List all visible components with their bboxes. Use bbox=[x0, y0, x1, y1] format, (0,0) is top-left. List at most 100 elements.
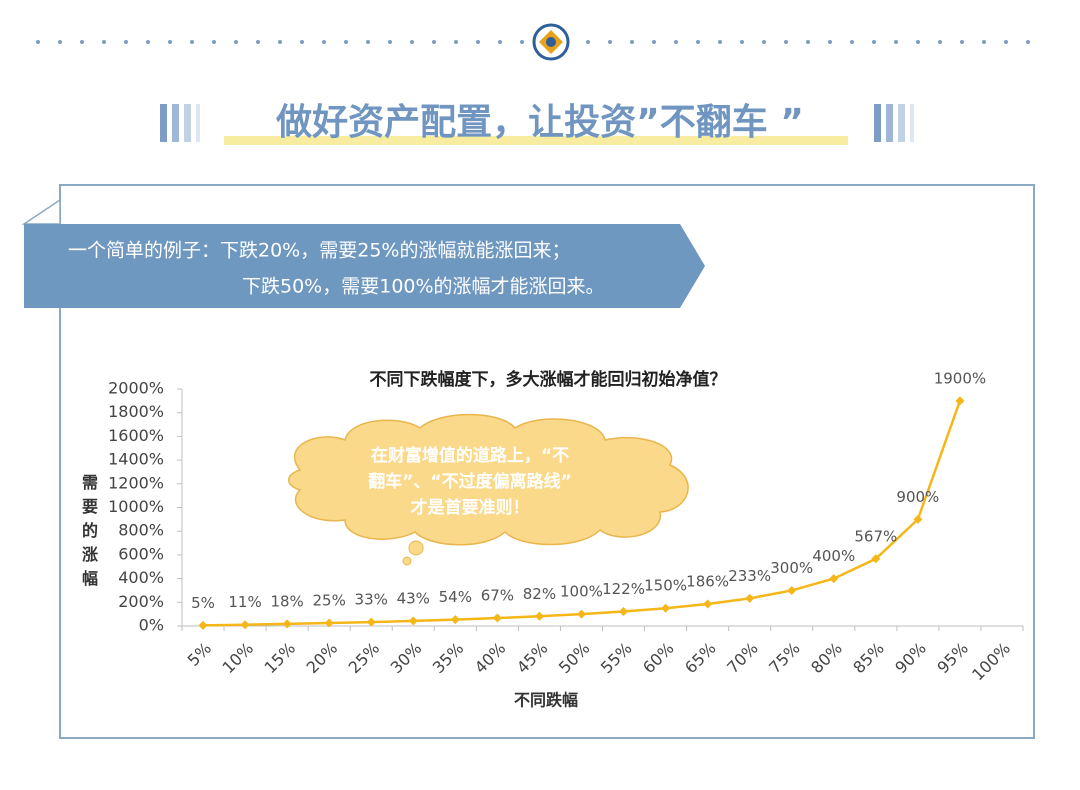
dot-row bbox=[36, 40, 1030, 44]
title-bars-left bbox=[160, 104, 200, 142]
point bbox=[955, 396, 965, 406]
point bbox=[282, 619, 292, 629]
point bbox=[576, 609, 586, 619]
point bbox=[661, 603, 671, 613]
y-tick-label: 0% bbox=[139, 616, 164, 635]
dot bbox=[278, 40, 282, 44]
point bbox=[492, 613, 502, 623]
y-tick-label: 1000% bbox=[108, 497, 164, 516]
dot bbox=[806, 40, 810, 44]
x-axis-title: 不同跌幅 bbox=[514, 691, 578, 710]
dot bbox=[344, 40, 348, 44]
point bbox=[240, 620, 250, 630]
dot bbox=[630, 40, 634, 44]
dot bbox=[124, 40, 128, 44]
dot bbox=[1026, 40, 1030, 44]
point bbox=[703, 599, 713, 609]
banner bbox=[24, 224, 705, 308]
point bbox=[787, 585, 797, 595]
dot bbox=[454, 40, 458, 44]
dot bbox=[58, 40, 62, 44]
dot bbox=[960, 40, 964, 44]
dot bbox=[850, 40, 854, 44]
annotation-line: 才是首要准则！ bbox=[411, 497, 530, 518]
dot bbox=[762, 40, 766, 44]
dot bbox=[520, 40, 524, 44]
dot bbox=[432, 40, 436, 44]
point bbox=[829, 574, 839, 584]
dot bbox=[740, 40, 744, 44]
dot bbox=[916, 40, 920, 44]
dot bbox=[718, 40, 722, 44]
dot bbox=[212, 40, 216, 44]
chart-title: 不同下跌幅度下，多大涨幅才能回归初始净值？ bbox=[370, 369, 727, 390]
data-label: 11% bbox=[228, 593, 261, 611]
point bbox=[450, 615, 460, 625]
point bbox=[913, 514, 923, 524]
data-label: 400% bbox=[812, 547, 855, 565]
point bbox=[745, 593, 755, 603]
dot bbox=[982, 40, 986, 44]
dot bbox=[388, 40, 392, 44]
cloud bbox=[288, 413, 689, 566]
dot bbox=[366, 40, 370, 44]
point bbox=[324, 618, 334, 628]
data-label: 25% bbox=[313, 592, 346, 610]
y-tick-label: 600% bbox=[118, 544, 164, 563]
data-label: 900% bbox=[896, 488, 939, 506]
dot bbox=[894, 40, 898, 44]
annotation-line: 在财富增值的道路上，“不 bbox=[371, 445, 569, 466]
point bbox=[198, 620, 208, 630]
dot bbox=[234, 40, 238, 44]
dot bbox=[80, 40, 84, 44]
dot bbox=[256, 40, 260, 44]
banner-fold bbox=[21, 198, 61, 225]
dot bbox=[322, 40, 326, 44]
data-label: 122% bbox=[602, 580, 645, 598]
y-tick-label: 200% bbox=[118, 592, 164, 611]
y-tick-label: 2000% bbox=[108, 379, 164, 398]
data-label: 5% bbox=[191, 594, 215, 612]
dot bbox=[586, 40, 590, 44]
banner-line: 一个简单的例子：下跌20%，需要25%的涨幅就能涨回来； bbox=[68, 240, 570, 262]
dot bbox=[652, 40, 656, 44]
point bbox=[366, 617, 376, 627]
point bbox=[408, 616, 418, 626]
y-tick-label: 1200% bbox=[108, 473, 164, 492]
dot bbox=[300, 40, 304, 44]
dot bbox=[102, 40, 106, 44]
data-label: 300% bbox=[770, 559, 813, 577]
y-tick-label: 1800% bbox=[108, 402, 164, 421]
data-label: 82% bbox=[523, 585, 556, 603]
dot bbox=[476, 40, 480, 44]
data-label: 67% bbox=[481, 587, 514, 605]
dot bbox=[190, 40, 194, 44]
dot bbox=[938, 40, 942, 44]
annotation-line: 翻车”、“不过度偏离路线” bbox=[368, 471, 572, 492]
dot bbox=[674, 40, 678, 44]
point bbox=[619, 607, 629, 617]
dot bbox=[828, 40, 832, 44]
dot bbox=[146, 40, 150, 44]
data-label: 150% bbox=[644, 577, 687, 595]
dot bbox=[696, 40, 700, 44]
dot bbox=[1004, 40, 1008, 44]
y-tick-label: 800% bbox=[118, 521, 164, 540]
y-tick-label: 400% bbox=[118, 568, 164, 587]
dot bbox=[784, 40, 788, 44]
data-label: 18% bbox=[270, 592, 303, 610]
y-tick-label: 1600% bbox=[108, 426, 164, 445]
banner-line: 下跌50%，需要100%的涨幅才能涨回来。 bbox=[242, 276, 605, 298]
point bbox=[534, 611, 544, 621]
title-underline bbox=[224, 136, 848, 145]
dot bbox=[498, 40, 502, 44]
y-axis-title: 需要的涨幅 bbox=[79, 474, 98, 594]
dot bbox=[36, 40, 40, 44]
data-label: 1900% bbox=[934, 369, 986, 387]
logo-center bbox=[546, 37, 556, 47]
data-label: 43% bbox=[397, 589, 430, 607]
data-label: 54% bbox=[439, 588, 472, 606]
dot bbox=[168, 40, 172, 44]
y-tick-label: 1400% bbox=[108, 450, 164, 469]
